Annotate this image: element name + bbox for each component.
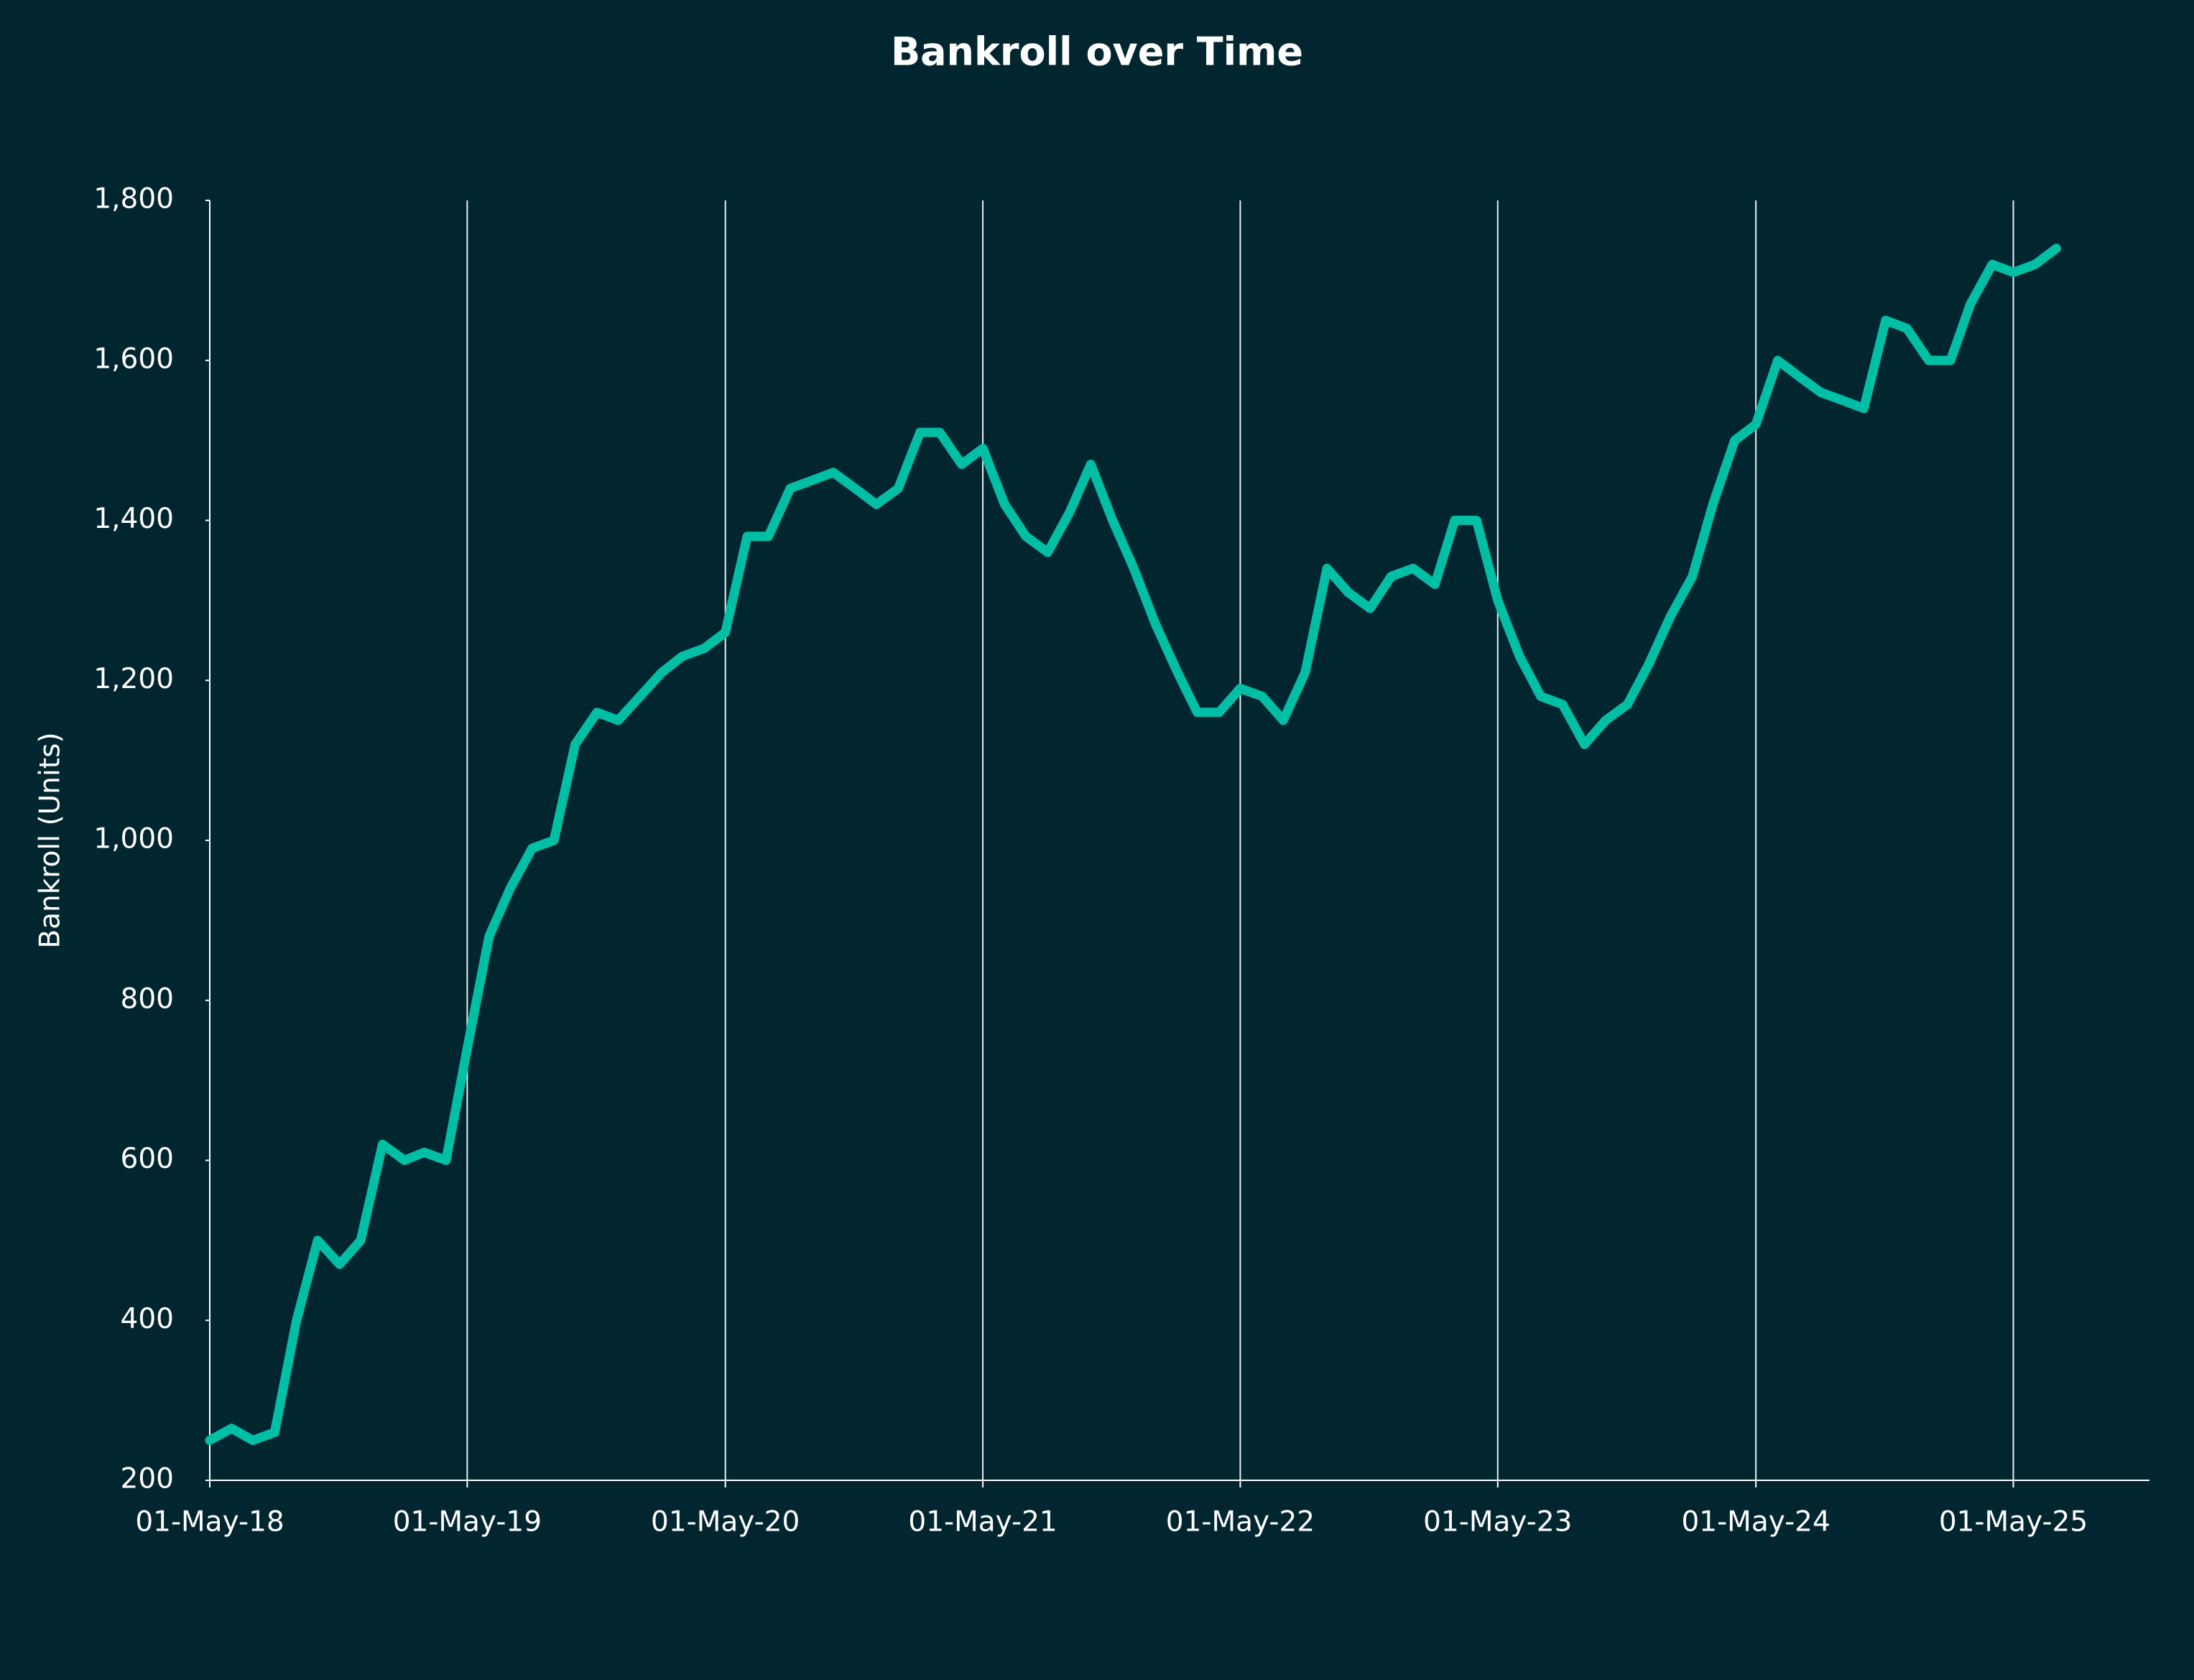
y-tick-label: 1,400 <box>93 503 174 535</box>
chart-title: Bankroll over Time <box>891 29 1303 75</box>
y-tick-label: 600 <box>121 1143 174 1175</box>
x-tick-label: 01-May-20 <box>651 1506 800 1539</box>
y-tick-label: 1,200 <box>93 663 174 695</box>
x-tick-label: 01-May-19 <box>393 1506 542 1539</box>
x-tick-label: 01-May-23 <box>1423 1506 1572 1539</box>
y-tick-label: 1,600 <box>93 343 174 375</box>
y-tick-label: 200 <box>121 1463 174 1495</box>
x-tick-label: 01-May-24 <box>1681 1506 1830 1539</box>
x-tick-label: 01-May-18 <box>135 1506 284 1539</box>
x-tick-label: 01-May-21 <box>908 1506 1057 1539</box>
y-tick-label: 400 <box>121 1303 174 1335</box>
y-tick-label: 1,000 <box>93 823 174 855</box>
x-tick-label: 01-May-25 <box>1939 1506 2088 1539</box>
y-tick-label: 1,800 <box>93 183 174 215</box>
y-tick-label: 800 <box>121 983 174 1015</box>
y-axis-label: Bankroll (Units) <box>34 732 67 948</box>
line <box>205 243 2061 1445</box>
x-tick-label: 01-May-22 <box>1166 1506 1315 1539</box>
